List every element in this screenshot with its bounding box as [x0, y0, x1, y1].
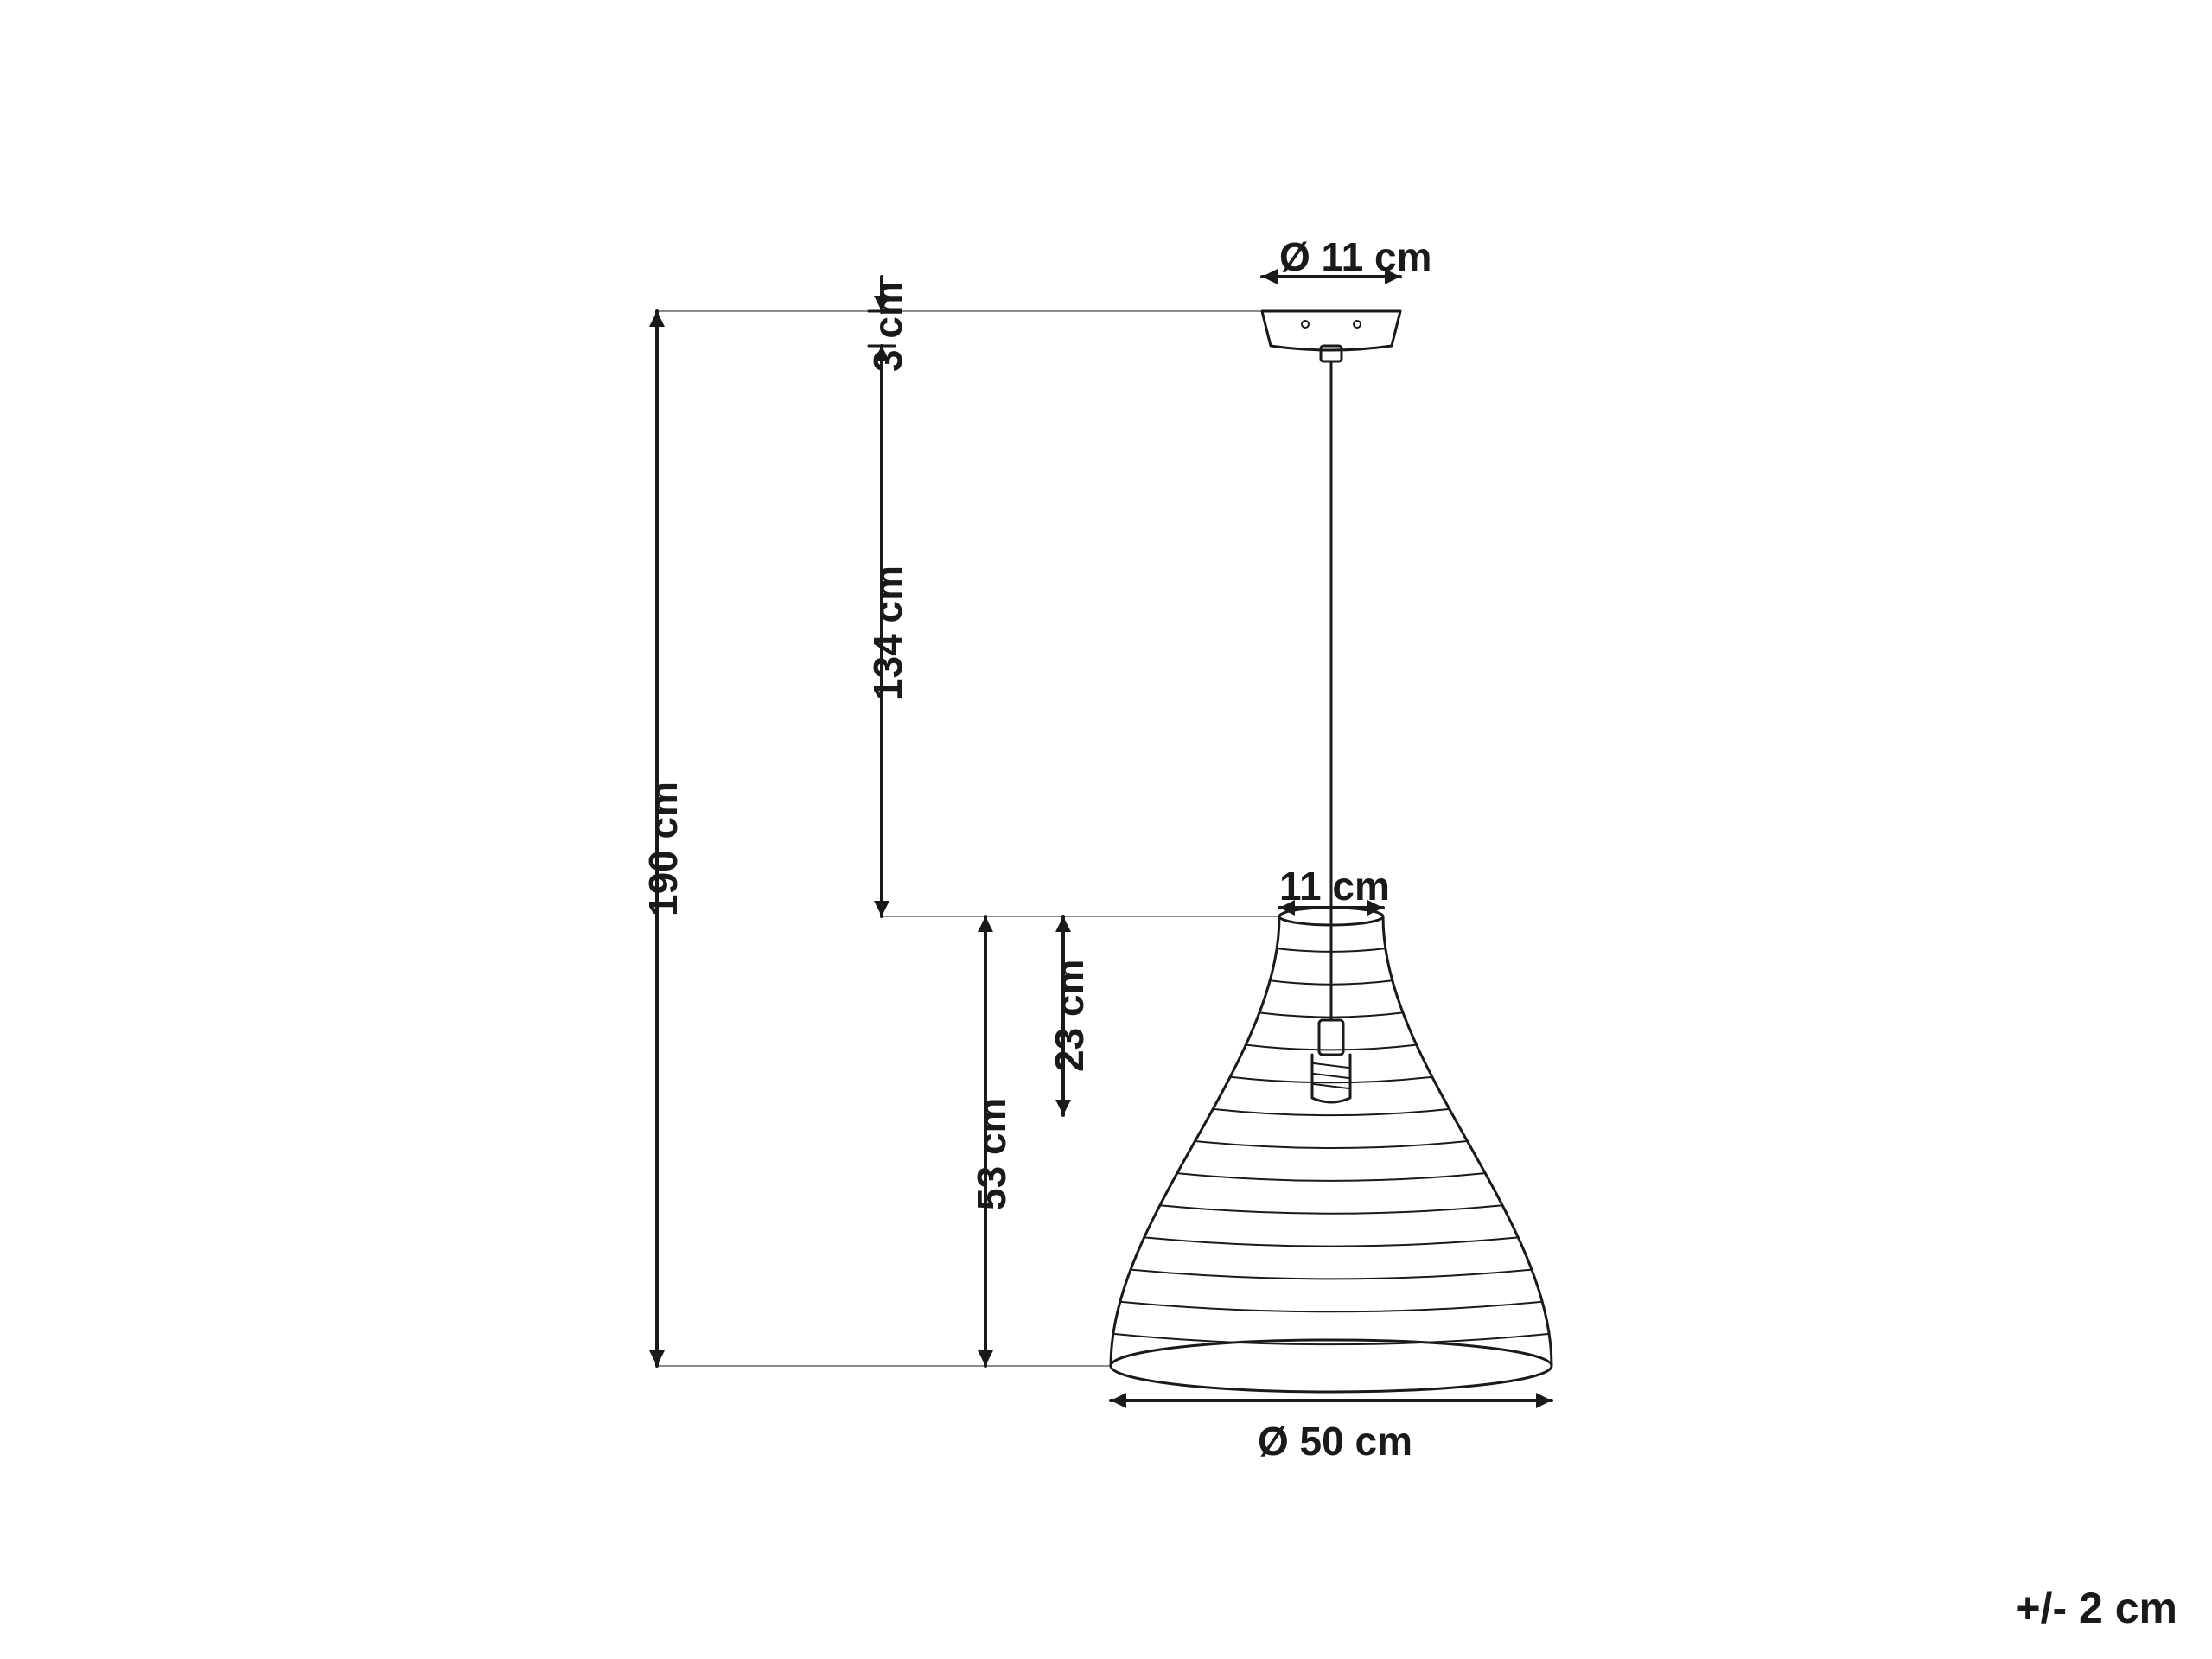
tolerance-note: +/- 2 cm — [2015, 1583, 2177, 1633]
label-cable-height: 134 cm — [864, 565, 911, 700]
label-shade-height: 53 cm — [968, 1098, 1015, 1210]
label-total-height: 190 cm — [640, 782, 686, 916]
label-canopy-diameter: Ø 11 cm — [1279, 233, 1431, 280]
label-socket-height: 23 cm — [1046, 960, 1093, 1072]
label-canopy-height: 3 cm — [864, 281, 911, 372]
label-bottom-diameter: Ø 50 cm — [1258, 1418, 1412, 1464]
label-top-opening: 11 cm — [1279, 863, 1390, 909]
